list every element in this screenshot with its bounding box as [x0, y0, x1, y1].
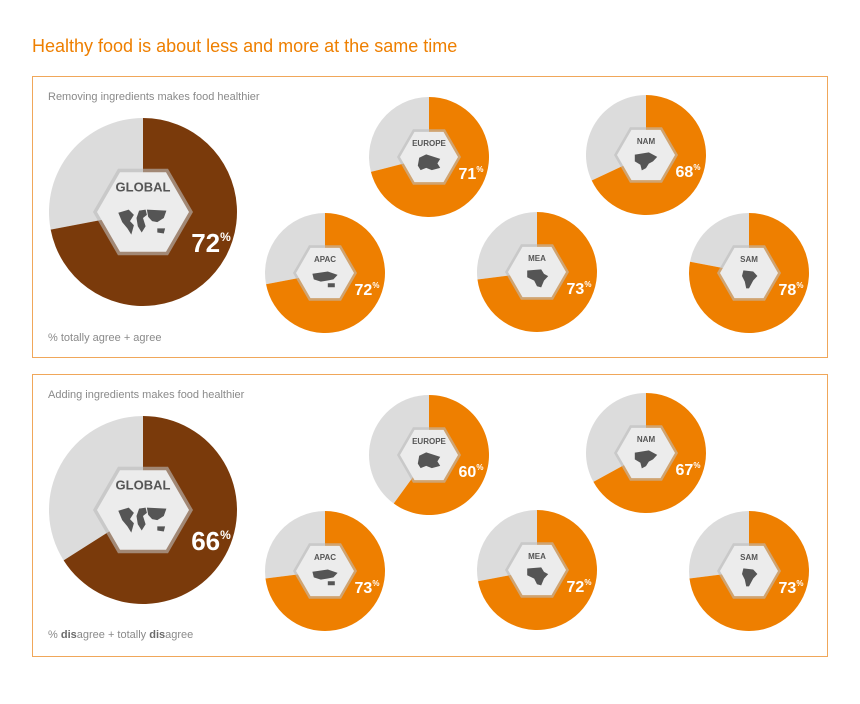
- footnote-part: agree + totally: [76, 629, 150, 641]
- value-label-europe: 71%: [459, 165, 484, 183]
- donut-apac: APAC 72%: [264, 213, 385, 334]
- value-unit: %: [372, 579, 379, 588]
- donut-sam: SAM 78%: [688, 213, 809, 334]
- donut-nam: NAM 68%: [585, 95, 706, 215]
- value-unit: %: [584, 280, 591, 289]
- value-unit: %: [796, 281, 803, 290]
- region-label: NAM: [637, 137, 656, 146]
- value-number: 67: [676, 462, 694, 479]
- panel-footnote: % disagree + totally disagree: [48, 629, 193, 641]
- region-label: MEA: [528, 552, 546, 561]
- value-label-sam: 73%: [779, 579, 804, 597]
- value-unit: %: [693, 163, 700, 172]
- global-map-icon: [118, 507, 167, 533]
- region-label: MEA: [528, 254, 546, 263]
- value-label-mea: 72%: [567, 578, 592, 596]
- value-label-sam: 78%: [779, 281, 804, 299]
- value-number: 73: [567, 281, 585, 298]
- region-label: NAM: [637, 435, 656, 444]
- value-number: 72: [567, 579, 585, 596]
- value-number: 68: [676, 164, 694, 181]
- sam-map-icon: [742, 568, 758, 587]
- value-number: 72: [355, 282, 373, 299]
- region-label: EUROPE: [412, 437, 446, 446]
- global-map-icon: [118, 209, 167, 235]
- value-label-nam: 68%: [676, 163, 701, 181]
- footnote-part: %: [48, 629, 61, 641]
- region-label: SAM: [740, 255, 758, 264]
- value-unit: %: [220, 528, 231, 542]
- page-title: Healthy food is about less and more at t…: [32, 36, 458, 56]
- value-label-apac: 72%: [355, 281, 380, 299]
- apac-map-icon: [312, 569, 338, 586]
- region-label: APAC: [314, 255, 336, 264]
- panel-removing-ingredients: Removing ingredients makes food healthie…: [32, 76, 828, 358]
- donut-charts-adding: GLOBAL66%EUROPE60%NAM67%APAC73%MEA72%SAM…: [48, 393, 809, 631]
- value-label-global: 66%: [191, 526, 231, 556]
- value-unit: %: [584, 578, 591, 587]
- region-label: APAC: [314, 553, 336, 562]
- region-label: EUROPE: [412, 139, 446, 148]
- value-label-global: 72%: [191, 228, 231, 258]
- region-label: SAM: [740, 553, 758, 562]
- value-label-nam: 67%: [676, 461, 701, 479]
- nam-map-icon: [634, 450, 658, 469]
- value-label-mea: 73%: [567, 280, 592, 298]
- footnote-part: agree: [165, 629, 194, 641]
- value-label-europe: 60%: [459, 463, 484, 481]
- donut-europe: EUROPE 71%: [369, 97, 490, 217]
- value-unit: %: [476, 165, 483, 174]
- donut-sam: SAM 73%: [688, 511, 809, 631]
- value-number: 73: [355, 580, 373, 597]
- value-unit: %: [693, 461, 700, 470]
- donut-global: GLOBAL 72%: [48, 118, 237, 306]
- mea-map-icon: [527, 269, 549, 288]
- region-label: GLOBAL: [116, 477, 171, 492]
- donut-apac: APAC 73%: [264, 511, 385, 631]
- donut-mea: MEA 73%: [476, 212, 597, 332]
- donut-global: GLOBAL 66%: [48, 416, 237, 604]
- value-number: 73: [779, 580, 797, 597]
- apac-map-icon: [312, 271, 338, 288]
- region-label: GLOBAL: [116, 179, 171, 194]
- panel-subtitle: Removing ingredients makes food healthie…: [48, 91, 260, 103]
- footnote-part-bold: dis: [60, 629, 77, 641]
- donut-mea: MEA 72%: [476, 510, 597, 630]
- nam-map-icon: [634, 152, 658, 171]
- value-unit: %: [220, 230, 231, 244]
- panel-subtitle: Adding ingredients makes food healthier: [48, 389, 245, 401]
- europe-map-icon: [417, 154, 441, 171]
- panel-adding-ingredients: Adding ingredients makes food healthier …: [32, 374, 828, 657]
- value-number: 66: [191, 526, 220, 556]
- value-number: 72: [191, 228, 220, 258]
- value-number: 71: [459, 166, 477, 183]
- value-unit: %: [372, 281, 379, 290]
- footnote-part-bold: dis: [149, 629, 166, 641]
- value-label-apac: 73%: [355, 579, 380, 597]
- value-unit: %: [476, 463, 483, 472]
- donut-europe: EUROPE 60%: [368, 395, 489, 515]
- donut-charts-removing: GLOBAL72%EUROPE71%NAM68%APAC72%MEA73%SAM…: [48, 95, 809, 334]
- value-number: 60: [459, 464, 477, 481]
- value-number: 78: [779, 282, 797, 299]
- mea-map-icon: [527, 567, 549, 586]
- panel-footnote: % totally agree + agree: [48, 332, 162, 344]
- europe-map-icon: [417, 452, 441, 469]
- sam-map-icon: [742, 270, 758, 289]
- donut-nam: NAM 67%: [585, 393, 706, 513]
- value-unit: %: [796, 579, 803, 588]
- slice-remainder-europe: [368, 395, 429, 504]
